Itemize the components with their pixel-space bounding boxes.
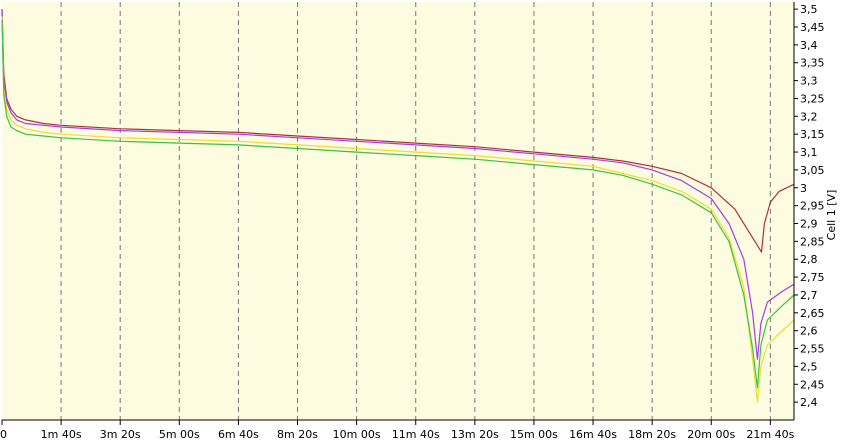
y-tick-label: 2,85 (800, 235, 825, 248)
x-tick-label: 11m 40s (392, 428, 440, 441)
y-tick-label: 3,1 (800, 146, 818, 159)
vertical-grid (60, 2, 771, 420)
y-tick-label: 3,05 (800, 164, 825, 177)
series-lines (1, 9, 795, 403)
y-tick-label: 2,65 (800, 307, 825, 320)
y-tick-label: 2,55 (800, 343, 825, 356)
x-tick-label: 1m 40s (41, 428, 82, 441)
x-tick-label: 8m 20s (277, 428, 318, 441)
y-tick-label: 2,7 (800, 289, 818, 302)
y-axis-title: Cell 1 [V] (825, 190, 838, 241)
y-tick-label: 3,4 (800, 39, 818, 52)
y-tick-label: 2,5 (800, 360, 818, 373)
y-tick-label: 2,9 (800, 218, 818, 231)
series-line (1, 19, 795, 389)
y-tick-label: 2,8 (800, 253, 818, 266)
y-tick-label: 3 (800, 182, 807, 195)
y-tick-label: 2,95 (800, 200, 825, 213)
x-tick-label: 21m 40s (746, 428, 794, 441)
y-tick-label: 2,75 (800, 271, 825, 284)
y-tick-label: 2,6 (800, 325, 818, 338)
y-tick-label: 3,5 (800, 3, 818, 16)
y-tick-label: 2,4 (800, 396, 818, 409)
x-tick-label: 3m 20s (100, 428, 141, 441)
y-tick-label: 3,3 (800, 75, 818, 88)
x-tick-label: 18m 20s (628, 428, 676, 441)
y-axis-ticks: 3,5 3,45 3,4 3,35 3,3 3,25 3,2 3,15 3,1 3,05 3 2,95… (794, 3, 825, 409)
x-tick-label: 10m 00s (333, 428, 381, 441)
x-tick-label: 5m 00s (159, 428, 200, 441)
y-tick-label: 2,45 (800, 378, 825, 391)
series-line (1, 9, 795, 253)
y-tick-label: 3,45 (800, 21, 825, 34)
x-axis-ticks: 0 1m 40s 3m 20s 5m 00s 6m 40s 8m 20s 10m 00s 11… (0, 420, 795, 441)
series-line (1, 9, 795, 360)
x-tick-label: 13m 20s (451, 428, 499, 441)
series-line (1, 16, 795, 403)
x-tick-label: 6m 40s (218, 428, 259, 441)
plot-area-background (2, 2, 794, 420)
x-tick-label: 0 (0, 428, 7, 441)
y-tick-label: 3,15 (800, 128, 825, 141)
y-tick-label: 3,2 (800, 110, 818, 123)
x-tick-label: 20m 00s (687, 428, 735, 441)
y-tick-label: 3,35 (800, 57, 825, 70)
x-tick-label: 16m 40s (569, 428, 617, 441)
y-tick-label: 3,25 (800, 92, 825, 105)
x-tick-label: 15m 00s (510, 428, 558, 441)
